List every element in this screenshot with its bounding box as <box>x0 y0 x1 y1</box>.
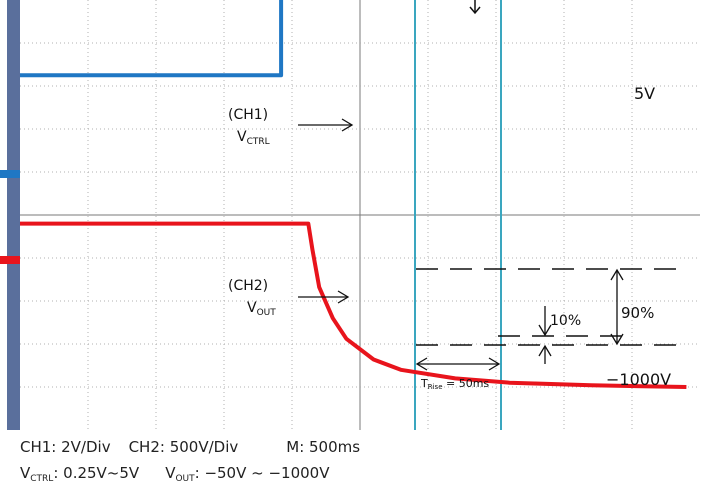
range-settings: VCTRL: 0.25V~5V VOUT: −50V ~ −1000V <box>20 464 329 484</box>
ch2-signal-label: VOUT <box>247 300 276 318</box>
trise-arrowhead-left <box>415 357 428 371</box>
ch2-level-label: −1000V <box>606 370 671 389</box>
trise-arrowhead-right <box>488 357 501 371</box>
vctrl-range: VCTRL: 0.25V~5V <box>20 464 140 484</box>
time-scale: M: 500ms <box>286 438 361 456</box>
pct90-label: 90% <box>621 304 654 322</box>
ch1-signal-label: VCTRL <box>237 129 270 147</box>
ch1-trace <box>20 0 284 78</box>
ch1-marker <box>0 170 20 178</box>
trise-label: TRise = 50ms <box>420 377 489 391</box>
vout-range: VOUT: −50V ~ −1000V <box>165 464 330 484</box>
scale-settings: CH1: 2V/Div CH2: 500V/Div M: 500ms <box>20 438 360 456</box>
ch1-label-arrowhead <box>341 118 354 132</box>
ch1-name-label: (CH1) <box>228 107 268 123</box>
trigger-arrow-head <box>469 6 481 15</box>
ch2-name-label: (CH2) <box>228 278 268 294</box>
oscilloscope-plot: (CH1) VCTRL (CH2) VOUT 5V −1000V 90% 10%… <box>0 0 700 430</box>
channel-bar <box>7 0 20 430</box>
ch2-scale: CH2: 500V/Div <box>128 438 239 456</box>
grid <box>20 0 700 430</box>
ch2-marker <box>0 256 20 264</box>
pct10-arrowhead-bottom <box>538 344 552 357</box>
ch1-level-label: 5V <box>634 84 655 103</box>
pct90-arrowhead-top <box>610 268 624 281</box>
pct10-label: 10% <box>550 313 581 329</box>
pct10-arrowhead-top <box>538 324 552 337</box>
ch2-label-arrowhead <box>337 290 350 304</box>
pct90-arrowhead-bottom <box>610 333 624 346</box>
ch1-scale: CH1: 2V/Div <box>20 438 111 456</box>
ch2-trace <box>20 221 687 389</box>
